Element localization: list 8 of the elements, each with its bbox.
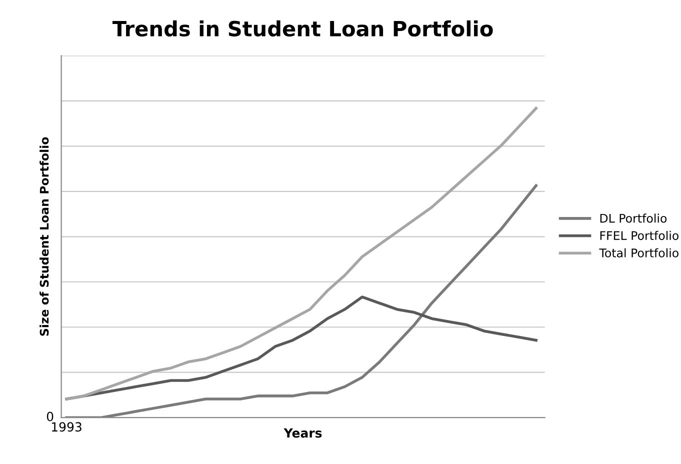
legend-label: DL Portfolio — [600, 214, 667, 223]
y-axis-title: Size of Student Loan Portfolio — [40, 137, 49, 336]
text: 0 — [46, 412, 54, 422]
text: 1993 — [52, 422, 82, 432]
legend-label: FFEL Portfolio — [600, 230, 678, 240]
x-axis-title: Years — [284, 428, 322, 438]
legend-label: Total Portfolio — [599, 248, 678, 258]
chart-title: Trends in Student Loan Portfolio — [112, 20, 493, 37]
